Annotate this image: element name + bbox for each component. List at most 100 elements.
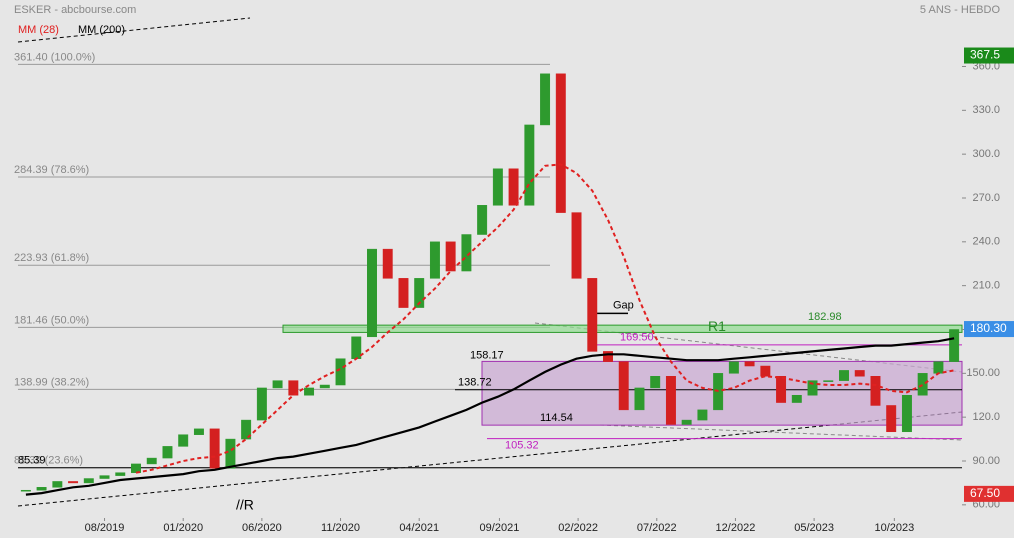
- candle: [603, 351, 613, 362]
- candle: [256, 387, 267, 421]
- price-tag: [964, 47, 1014, 64]
- candle: [697, 409, 708, 421]
- y-tick-label: 330.0: [972, 104, 1000, 116]
- candle: [367, 248, 377, 338]
- x-tick-label: 11/2020: [321, 522, 360, 534]
- candle: [571, 212, 582, 279]
- y-tick-label: 300.0: [972, 148, 1000, 160]
- candle: [209, 428, 220, 469]
- zone-top-label: 158.17: [470, 349, 504, 361]
- fib-label: 284.39 (78.6%): [14, 164, 89, 176]
- legend-entry: MM (28): [18, 24, 59, 36]
- fib-label: 138.99 (38.2%): [14, 376, 89, 388]
- legend-entry: MM (200): [78, 24, 125, 36]
- candle: [146, 457, 157, 465]
- candle: [508, 168, 519, 206]
- candle: [744, 361, 755, 367]
- candle: [618, 361, 629, 411]
- candle: [555, 73, 566, 213]
- candle: [382, 248, 393, 279]
- candle: [68, 481, 79, 484]
- candle: [634, 387, 645, 411]
- x-tick-label: 10/2023: [874, 522, 914, 534]
- zone-name: R1: [708, 318, 726, 334]
- candle: [335, 358, 346, 386]
- fib-label: 85.39 (23.6%): [14, 455, 83, 467]
- fib-label: 181.46 (50.0%): [14, 314, 89, 326]
- moving-average: [25, 337, 955, 496]
- candle: [901, 394, 912, 433]
- candle: [445, 241, 456, 272]
- candle: [241, 419, 252, 440]
- gap-label: Gap: [613, 299, 634, 311]
- candle: [886, 405, 897, 433]
- candle: [36, 487, 47, 491]
- price-tag-label: 67.50: [970, 486, 1000, 500]
- zone: [282, 324, 963, 333]
- price-tag-label: 180.30: [970, 321, 1007, 335]
- y-tick-label: 270.0: [972, 192, 1000, 204]
- note: //R: [236, 497, 254, 513]
- candle: [681, 419, 692, 425]
- candle: [20, 489, 31, 492]
- candle: [429, 241, 440, 279]
- x-tick-label: 09/2021: [480, 522, 520, 534]
- zone-bottom-label: 114.54: [540, 412, 573, 424]
- candle: [272, 380, 283, 389]
- candle: [807, 380, 818, 396]
- level-label: 169.50: [620, 332, 654, 344]
- candle: [665, 375, 676, 425]
- level-label: 105.32: [505, 440, 539, 452]
- x-tick-label: 12/2022: [716, 522, 756, 534]
- candle: [839, 370, 849, 381]
- candle: [162, 446, 173, 459]
- y-tick-label: 120.0: [972, 411, 1000, 423]
- trend-line: [17, 17, 251, 43]
- candle: [398, 278, 409, 308]
- level-label: 138.72: [458, 377, 492, 389]
- level-label: 85.39: [18, 455, 46, 467]
- candle: [477, 205, 488, 235]
- candle: [414, 278, 425, 308]
- candle: [650, 375, 661, 389]
- candle: [351, 336, 362, 359]
- candle: [587, 278, 598, 352]
- moving-average: [135, 163, 955, 474]
- candle: [225, 438, 236, 469]
- price-tag: [964, 321, 1014, 338]
- candle: [854, 370, 865, 377]
- candle: [99, 475, 110, 479]
- candle: [461, 234, 472, 272]
- fib-label: 223.93 (61.8%): [14, 252, 89, 264]
- x-tick-label: 07/2022: [637, 522, 677, 534]
- price-tag-label: 367.5: [970, 48, 1000, 62]
- price-tag: [964, 485, 1014, 502]
- candle: [917, 373, 928, 396]
- x-tick-label: 02/2022: [558, 522, 598, 534]
- y-tick-label: 150.00: [966, 367, 1000, 379]
- candle: [949, 329, 960, 362]
- candle: [288, 380, 299, 396]
- candle: [540, 73, 551, 126]
- candle: [791, 394, 802, 403]
- candle: [524, 124, 535, 206]
- candle: [760, 365, 771, 377]
- candle: [52, 481, 63, 488]
- x-tick-label: 05/2023: [794, 522, 834, 534]
- candle: [492, 168, 503, 206]
- x-tick-label: 01/2020: [163, 522, 203, 534]
- chart-subtitle: 5 ANS - HEBDO: [920, 4, 1001, 16]
- zone-top-label: 182.98: [808, 311, 842, 323]
- candle: [304, 387, 315, 396]
- x-tick-label: 04/2021: [399, 522, 439, 534]
- candle: [83, 478, 94, 484]
- y-tick-label: 210.0: [972, 280, 1000, 292]
- x-tick-label: 08/2019: [85, 522, 125, 534]
- candle: [115, 472, 126, 476]
- candle: [193, 428, 204, 435]
- candle: [933, 361, 944, 374]
- fib-label: 361.40 (100.0%): [14, 51, 95, 63]
- plot: 361.40 (100.0%) 284.39 (78.6%) 223.93 (61.…: [14, 51, 963, 496]
